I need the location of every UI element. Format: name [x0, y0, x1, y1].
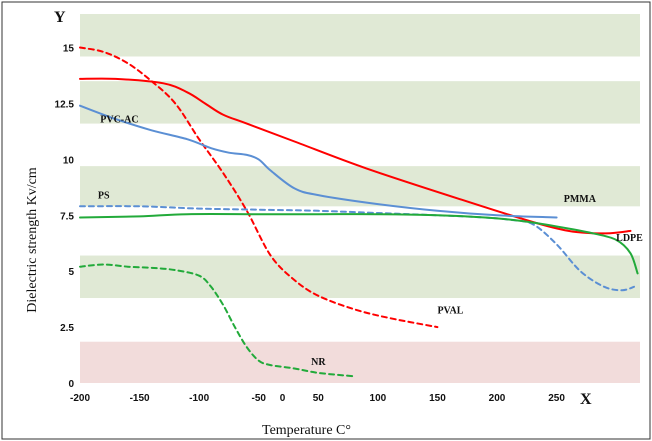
background-bands	[80, 14, 640, 383]
band-6	[80, 81, 640, 124]
x-tick-label: -50	[251, 393, 266, 404]
series-label-pmma: PMMA	[564, 194, 597, 205]
series-line-pvc-ac	[79, 104, 558, 219]
y-tick-label: 10	[63, 155, 75, 166]
y-tick-label: 7.5	[60, 211, 74, 222]
band-0	[80, 341, 640, 383]
series-line-pval	[79, 46, 439, 329]
series-line-ldpe	[79, 213, 639, 275]
x-tick-label: 200	[489, 393, 506, 404]
x-tick-label: 150	[429, 393, 446, 404]
x-tick-label: -100	[189, 393, 209, 404]
x-tick-label: -200	[70, 393, 90, 404]
series-label-nr: NR	[311, 357, 326, 368]
x-tick-labels: -200 -150 -100 -50 0 50 100 150 200 250	[70, 393, 565, 404]
series-label-ps: PS	[98, 191, 110, 202]
band-2	[80, 255, 640, 299]
band-5	[80, 123, 640, 167]
series-label-ldpe: LDPE	[616, 233, 643, 244]
y-tick-label: 2.5	[60, 323, 74, 334]
x-tick-label: -150	[130, 393, 150, 404]
series-label-pvc-ac: PVC-AC	[100, 114, 138, 125]
band-8	[80, 14, 640, 57]
series-labels: PVC-AC PS PMMA LDPE PVAL NR	[98, 114, 643, 368]
series-line-pmma	[79, 77, 632, 235]
x-tick-label: 100	[370, 393, 387, 404]
x-axis-letter: X	[580, 391, 592, 408]
band-4	[80, 166, 640, 207]
y-tick-label: 5	[68, 267, 74, 278]
x-axis-title: Temperature C°	[262, 423, 351, 438]
x-tick-label: 50	[313, 393, 325, 404]
band-1	[80, 298, 640, 342]
series-label-pval: PVAL	[437, 306, 463, 317]
y-tick-labels: 0 2.5 5 7.5 10 12.5 15	[55, 44, 75, 390]
x-tick-label: 0	[280, 393, 286, 404]
series-lines	[79, 46, 639, 378]
y-axis-letter: Y	[54, 9, 66, 26]
x-tick-label: 250	[548, 393, 565, 404]
y-axis-title: Dielectric strength Kv/cm	[25, 167, 40, 313]
y-tick-label: 12.5	[55, 99, 75, 110]
series-line-nr	[79, 263, 355, 378]
y-tick-label: 15	[63, 44, 75, 55]
y-tick-label: 0	[68, 379, 74, 390]
band-7	[80, 56, 640, 82]
